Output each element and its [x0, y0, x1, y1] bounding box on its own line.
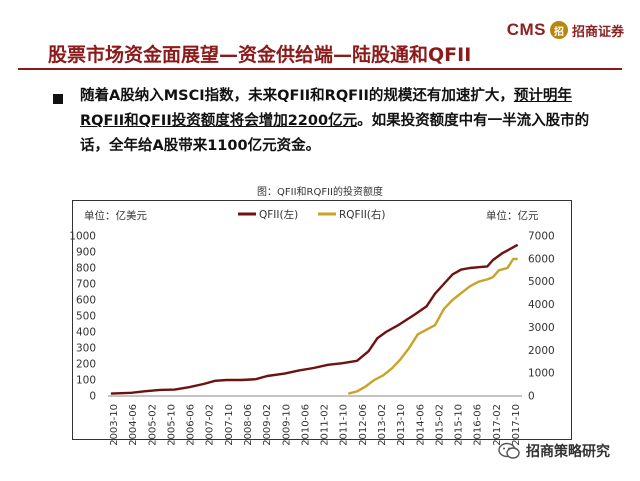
logo-badge-icon: 招	[549, 21, 568, 39]
wechat-watermark: 招商策略研究	[498, 441, 610, 461]
left-axis-tick-label: 200	[76, 359, 96, 371]
para-text-3: 。如果投资额度中有一半流入股市的话，全年给A股带来1100亿元资金。	[80, 113, 590, 154]
right-axis-tick-label: 3000	[528, 322, 555, 334]
x-axis-tick-label: 2013-10	[396, 404, 407, 446]
right-axis-tick-label: 5000	[528, 276, 555, 288]
x-axis-tick-label: 2010-06	[300, 404, 311, 446]
chart-frame	[72, 200, 572, 440]
x-axis-tick-label: 2011-10	[339, 404, 350, 446]
bullet-paragraph: 随着A股纳入MSCI指数，未来QFII和RQFII的规模还有加速扩大，预计明年R…	[80, 84, 600, 159]
x-axis-tick-label: 2007-02	[205, 404, 216, 446]
x-axis-tick-label: 2014-06	[415, 404, 426, 446]
para-text-1: 随着A股纳入MSCI指数，未来QFII和RQFII的规模还有加速扩大，	[80, 88, 514, 104]
right-axis-tick-label: 4000	[528, 299, 555, 311]
x-axis-tick-label: 2009-02	[262, 404, 273, 446]
para-text-underlined: 预计明年RQFII和QFII投资额度将会增加2200亿元	[80, 88, 572, 129]
series-line-qfii	[110, 243, 519, 395]
x-axis-tick-label: 2008-06	[243, 404, 254, 446]
left-axis-tick-label: 100	[76, 375, 96, 387]
left-axis-tick-label: 600	[76, 295, 96, 307]
bullet-square-icon	[53, 94, 63, 104]
left-axis-tick-label: 800	[76, 263, 96, 275]
x-axis-tick-label: 2007-10	[224, 404, 235, 446]
left-axis-unit: 单位：亿美元	[84, 209, 147, 222]
wechat-icon	[498, 442, 520, 459]
x-axis-tick-label: 2005-10	[166, 404, 177, 446]
left-axis-tick-label: 300	[76, 343, 96, 355]
left-axis-tick-label: 0	[89, 391, 96, 403]
x-axis-tick-label: 2012-06	[358, 404, 369, 446]
right-axis-unit: 单位：亿元	[486, 209, 539, 222]
legend-label-qfii: QFII(左)	[259, 208, 298, 221]
right-axis-tick-label: 1000	[528, 368, 555, 380]
legend-label-rqfii: RQFII(右)	[339, 208, 386, 221]
x-axis-tick-label: 2016-06	[473, 404, 484, 446]
company-logo: CMS 招 招商证券	[507, 20, 624, 40]
left-axis-tick-label: 900	[76, 247, 96, 259]
x-axis-tick-label: 2013-02	[377, 404, 388, 446]
right-axis-tick-label: 6000	[528, 253, 555, 265]
right-axis-tick-label: 2000	[528, 345, 555, 357]
x-axis-tick-label: 2017-10	[511, 404, 522, 446]
x-axis-tick-label: 2003-10	[109, 404, 120, 446]
x-axis-tick-label: 2015-10	[454, 404, 465, 446]
left-axis-tick-label: 500	[76, 311, 96, 323]
logo-chinese-text: 招商证券	[571, 24, 624, 40]
right-axis-tick-label: 0	[528, 391, 535, 403]
slide-title: 股票市场资金面展望—资金供给端—陆股通和QFII	[48, 44, 472, 66]
logo-cms-text: CMS	[506, 20, 546, 39]
x-axis-tick-label: 2015-02	[434, 404, 445, 446]
x-axis-tick-label: 2006-06	[186, 404, 197, 446]
x-axis-tick-label: 2011-02	[320, 404, 331, 446]
series-line-rqfii	[347, 257, 518, 395]
left-axis-tick-label: 400	[76, 327, 96, 339]
x-axis-tick-label: 2017-02	[492, 404, 503, 446]
chart-title: 图：QFII和RQFII的投资额度	[257, 187, 383, 198]
x-axis-tick-label: 2005-02	[147, 404, 158, 446]
left-axis-tick-label: 700	[76, 279, 96, 291]
left-axis-tick-label: 1000	[69, 231, 96, 243]
x-axis-tick-label: 2004-06	[128, 404, 139, 446]
x-axis-tick-label: 2009-10	[281, 404, 292, 446]
right-axis-tick-label: 7000	[528, 231, 555, 243]
wechat-account-name: 招商策略研究	[526, 444, 610, 460]
title-divider	[18, 68, 622, 70]
